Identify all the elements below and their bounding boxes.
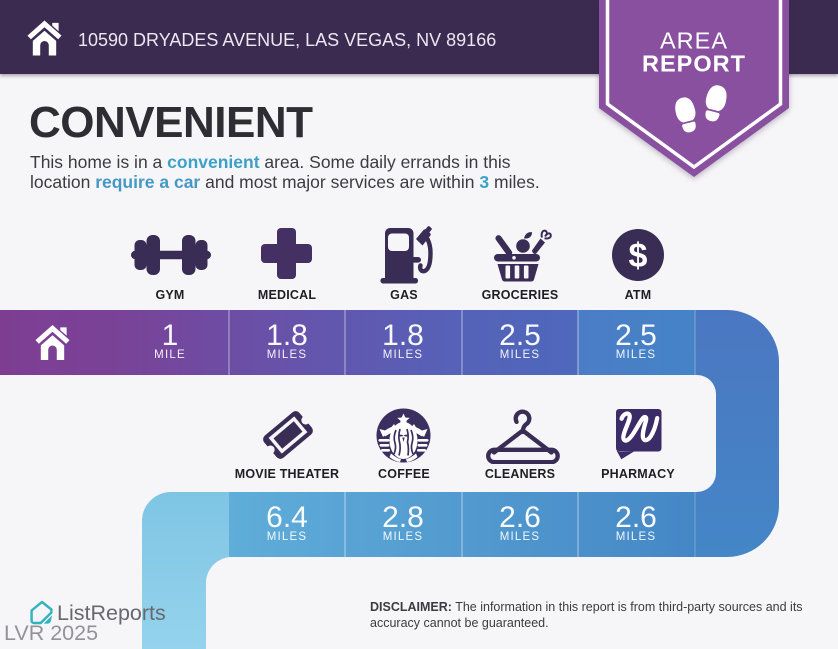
svg-text:$: $ (629, 237, 648, 275)
svg-text:AREA: AREA (660, 28, 728, 54)
svg-text:REPORT: REPORT (642, 51, 746, 77)
